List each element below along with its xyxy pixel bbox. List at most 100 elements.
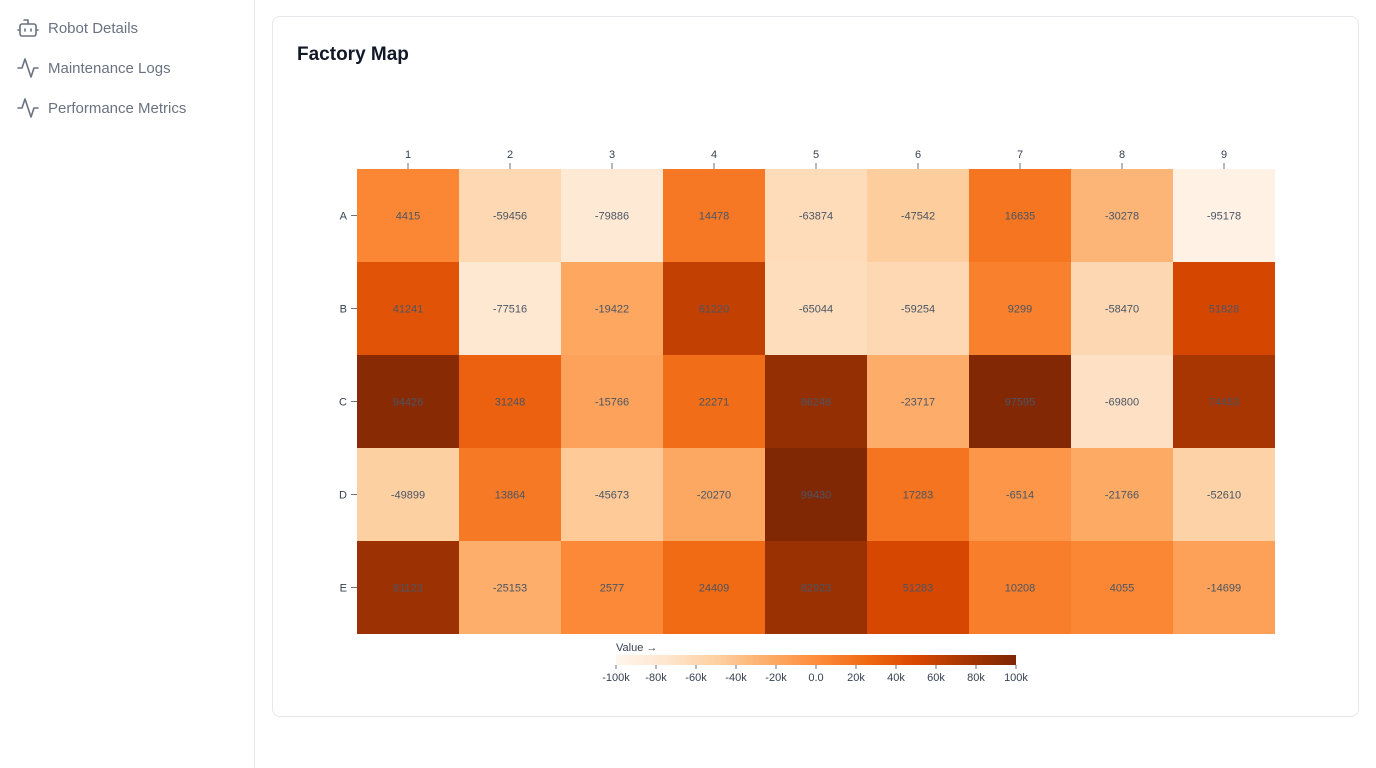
heatmap-cell: [357, 355, 459, 448]
sidebar-item-label: Robot Details: [48, 19, 139, 37]
x-tick-label: 6: [915, 149, 921, 161]
cell-value-label: -79886: [595, 211, 629, 223]
y-tick-label: A: [340, 211, 348, 223]
cell-value-label: -49899: [391, 490, 425, 502]
cell-value-label: 22271: [699, 397, 730, 409]
legend-tick-label: 80k: [967, 672, 985, 684]
cell-value-label: 13864: [495, 490, 526, 502]
cell-value-label: 86246: [801, 397, 832, 409]
cell-value-label: 99430: [801, 490, 832, 502]
factory-map-card: Factory Map 4415 -59456 -79886 14478 -63874 -…: [272, 16, 1359, 717]
legend-tick-label: -60k: [685, 672, 707, 684]
x-tick-label: 2: [507, 149, 513, 161]
heatmap-cell: [1071, 169, 1173, 262]
heatmap-cell: [663, 169, 765, 262]
y-tick-label: D: [339, 490, 347, 502]
y-tick-label: E: [340, 583, 347, 595]
cell-value-label: 31248: [495, 397, 526, 409]
heatmap-cell: [561, 262, 663, 355]
cell-value-label: 82923: [801, 583, 832, 595]
cell-value-label: -23717: [901, 397, 935, 409]
heatmap-cell: [765, 541, 867, 634]
heatmap-cell: [1071, 355, 1173, 448]
cell-value-label: -14699: [1207, 583, 1241, 595]
heatmap-cell: [1071, 448, 1173, 541]
heatmap-cell: [663, 355, 765, 448]
cell-value-label: 81123: [393, 583, 423, 595]
cell-value-label: -15766: [595, 397, 629, 409]
heatmap-cell: [1173, 448, 1275, 541]
heatmap-cell: [867, 169, 969, 262]
legend-tick-label: 0.0: [808, 672, 823, 684]
cell-value-label: -19422: [595, 304, 629, 316]
cell-value-label: 10208: [1005, 583, 1036, 595]
legend-tick-label: -100k: [602, 672, 630, 684]
heatmap-cell: [1173, 541, 1275, 634]
factory-heatmap: 4415 -59456 -79886 14478 -63874 -47542 16635 -3…: [339, 149, 1275, 684]
sidebar: Robot Details Maintenance Logs Performan…: [0, 0, 255, 768]
legend-tick-label: -20k: [765, 672, 787, 684]
heatmap-cell: [357, 541, 459, 634]
heatmap-cell: [867, 541, 969, 634]
sidebar-nav: Robot Details Maintenance Logs Performan…: [0, 0, 254, 128]
heatmap-cell: [969, 169, 1071, 262]
sidebar-item-robot-details[interactable]: Robot Details: [0, 8, 254, 48]
cell-value-label: 51283: [903, 583, 934, 595]
x-tick-label: 3: [609, 149, 615, 161]
heatmap-cell: [1173, 355, 1275, 448]
robot-icon: [16, 16, 40, 40]
sidebar-item-maintenance-logs[interactable]: Maintenance Logs: [0, 48, 254, 88]
cell-value-label: -20270: [697, 490, 731, 502]
heatmap-cell: [663, 262, 765, 355]
cell-value-label: -58470: [1105, 304, 1139, 316]
heatmap-cell: [459, 169, 561, 262]
cell-value-label: -69800: [1105, 397, 1139, 409]
cell-value-label: 16635: [1005, 211, 1036, 223]
heatmap-cell: [765, 169, 867, 262]
heatmap-cell: [561, 448, 663, 541]
heatmap-cell: [459, 355, 561, 448]
heatmap-cell: [663, 448, 765, 541]
cell-value-label: 9299: [1008, 304, 1032, 316]
legend-tick-label: -80k: [645, 672, 667, 684]
y-tick-label: B: [340, 304, 347, 316]
cell-value-label: -63874: [799, 211, 833, 223]
legend-color-bar: [616, 655, 1016, 665]
cell-value-label: 2577: [600, 583, 624, 595]
cell-value-label: -52610: [1207, 490, 1241, 502]
cell-value-label: 17283: [903, 490, 934, 502]
heatmap-cell: [357, 262, 459, 355]
heatmap-cell: [459, 541, 561, 634]
heatmap-cell: [1173, 169, 1275, 262]
heatmap-cell: [765, 262, 867, 355]
cell-value-label: -59456: [493, 211, 527, 223]
x-tick-label: 4: [711, 149, 717, 161]
heatmap-cell: [561, 355, 663, 448]
x-tick-label: 8: [1119, 149, 1125, 161]
cell-value-label: -47542: [901, 211, 935, 223]
cell-value-label: 94426: [393, 397, 424, 409]
heatmap-cell: [969, 541, 1071, 634]
activity-icon: [16, 56, 40, 80]
cell-value-label: -6514: [1006, 490, 1034, 502]
cell-value-label: -45673: [595, 490, 629, 502]
legend-tick-label: 60k: [927, 672, 945, 684]
heatmap-cell: [969, 448, 1071, 541]
y-tick-label: C: [339, 397, 347, 409]
heatmap-cell: [561, 169, 663, 262]
cell-value-label: -77516: [493, 304, 527, 316]
cell-value-label: -21766: [1105, 490, 1139, 502]
cell-value-label: -25153: [493, 583, 527, 595]
x-tick-label: 5: [813, 149, 819, 161]
sidebar-item-label: Performance Metrics: [48, 99, 187, 117]
heatmap-cell: [459, 262, 561, 355]
legend-tick-label: 40k: [887, 672, 905, 684]
heatmap-cell: [357, 448, 459, 541]
heatmap-cell: [561, 541, 663, 634]
heatmap-cell: [867, 262, 969, 355]
heatmap-cell: [765, 355, 867, 448]
card-title: Factory Map: [297, 44, 409, 65]
sidebar-item-performance-metrics[interactable]: Performance Metrics: [0, 88, 254, 128]
main-content: Factory Map 4415 -59456 -79886 14478 -63874 -…: [256, 0, 1376, 768]
heatmap-cell: [1173, 262, 1275, 355]
